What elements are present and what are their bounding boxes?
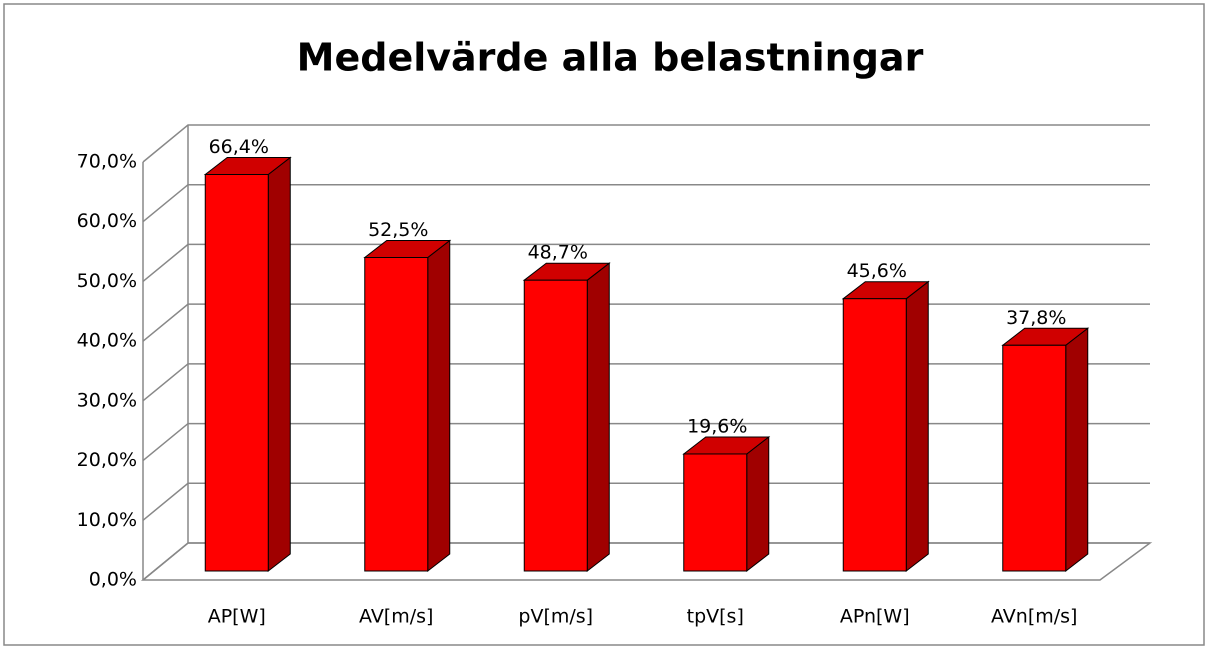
grid-line: [142, 363, 1150, 402]
x-tick-label: AV[m/s]: [359, 606, 433, 628]
data-label: 52,5%: [368, 219, 428, 241]
grid-line: [142, 183, 1150, 223]
data-label: 19,6%: [687, 415, 747, 437]
grid-line: [142, 542, 1150, 581]
bar-side: [267, 156, 291, 573]
grid-line: [142, 422, 1150, 462]
y-tick-label: 20,0%: [77, 449, 137, 471]
y-tick-label: 50,0%: [77, 270, 137, 292]
y-tick-label: 70,0%: [77, 151, 137, 173]
grid-line: [142, 303, 1150, 342]
bar: [364, 257, 429, 572]
grid-line: [142, 124, 1150, 163]
y-tick-label: 0,0%: [89, 569, 137, 591]
x-tick-label: AVn[m/s]: [991, 606, 1077, 628]
y-tick-label: 30,0%: [77, 389, 137, 411]
x-tick-label: pV[m/s]: [518, 606, 593, 628]
bar-side: [586, 262, 610, 573]
y-tick-label: 10,0%: [77, 509, 137, 531]
bar-side: [1065, 327, 1089, 573]
grid-line: [142, 243, 1150, 283]
bar: [1002, 344, 1067, 572]
data-label: 48,7%: [528, 242, 588, 264]
bar: [683, 453, 748, 572]
x-tick-label: APn[W]: [840, 606, 910, 628]
floor: [140, 542, 1153, 581]
data-label: 37,8%: [1006, 307, 1066, 329]
bar-side: [427, 239, 451, 573]
chart-title: Medelvärde alla belastningar: [297, 36, 924, 80]
data-label: 66,4%: [209, 136, 269, 158]
x-tick-label: AP[W]: [208, 606, 266, 628]
grid-line: [142, 482, 1150, 521]
bar: [523, 279, 588, 572]
bar-side: [905, 280, 929, 573]
y-tick-label: 40,0%: [77, 330, 137, 352]
bar: [204, 173, 269, 572]
bar-side: [746, 435, 770, 573]
x-tick-label: tpV[s]: [687, 606, 744, 628]
y-tick-label: 60,0%: [77, 210, 137, 232]
bar: [842, 298, 907, 572]
data-label: 45,6%: [847, 260, 907, 282]
